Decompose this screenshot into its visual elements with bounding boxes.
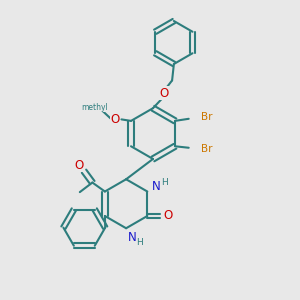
Text: H: H [136,238,143,247]
Text: N: N [152,180,161,193]
Text: H: H [161,178,167,187]
Text: O: O [110,113,119,126]
Text: O: O [160,87,169,100]
Text: methyl: methyl [81,103,108,112]
Text: O: O [164,209,173,223]
Text: O: O [75,159,84,172]
Text: Br: Br [201,112,212,122]
Text: Br: Br [201,144,212,154]
Text: N: N [128,231,137,244]
